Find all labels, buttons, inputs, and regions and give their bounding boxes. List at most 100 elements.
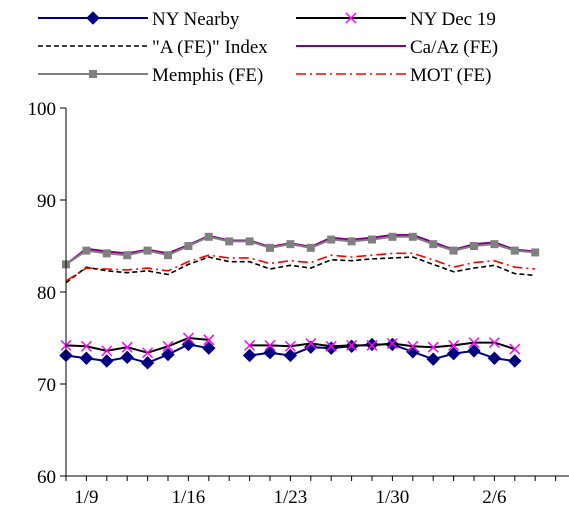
data-point [101,345,113,357]
legend-label: NY Dec 19 [410,9,496,30]
data-point [82,246,91,255]
x-tick-label: 1/23 [274,487,308,508]
data-point [449,246,458,255]
data-point [426,352,440,366]
data-point [121,341,133,353]
marker-x-stroke [366,339,378,351]
marker-x-stroke [142,347,154,359]
marker-x-stroke [203,334,215,346]
data-point [508,354,522,368]
data-point [408,232,417,241]
marker-x-stroke [244,339,256,351]
data-point [490,240,499,249]
legend-label: Ca/Az (FE) [410,37,498,58]
marker-x-stroke [488,337,500,349]
legend-label: NY Nearby [152,9,240,30]
data-point [123,251,132,260]
marker-x-stroke [264,339,276,351]
data-point [120,350,134,365]
data-point [467,344,481,358]
y-tick-label: 60 [37,467,56,488]
legend-label: MOT (FE) [410,65,491,86]
data-point [324,341,338,355]
legend-marker [345,12,357,24]
marker-x-stroke [121,341,133,353]
marker-x-stroke [80,340,92,352]
data-point [263,346,277,360]
x-tick-label: 1/9 [74,487,98,508]
data-point [531,248,540,257]
data-point [202,341,216,355]
marker-x-stroke [448,339,460,351]
legend-marker [89,70,97,78]
y-tick-label: 90 [37,191,56,212]
y-tick-label: 100 [28,99,57,120]
marker-x-stroke [182,332,194,344]
data-point [204,232,213,241]
data-point [244,339,256,351]
legend-label: Memphis (FE) [152,65,263,86]
data-point [161,347,175,362]
marker-x-stroke [162,340,174,352]
legend-item-mot-fe: MOT (FE) [296,65,491,86]
series-line [65,337,209,354]
data-point [470,242,478,250]
x-tick-label: 2/6 [482,487,506,508]
marker-x-stroke [345,12,357,24]
data-point [429,240,438,249]
marker-x-stroke [101,345,113,357]
series-line [65,256,536,284]
data-point [182,332,194,344]
legend-item-ny-nearby: NY Nearby [38,9,240,30]
series-line [249,341,516,350]
marker-x-stroke [386,337,398,350]
data-point [286,240,295,249]
data-point [225,237,234,246]
x-tick-label: 1/16 [172,487,206,508]
data-point [142,347,154,359]
marker-x-stroke [468,337,480,349]
plot-area [59,232,540,370]
legend-item-ca-az-fe: Ca/Az (FE) [296,37,498,58]
data-point [346,339,358,351]
axes: 60 70 80 90 100 1/9 1/16 1/23 1/30 2/6 [28,99,569,508]
data-point [284,340,296,352]
data-point [386,337,398,350]
data-point [242,348,257,363]
series-a-fe-index [65,256,536,284]
series-line [65,235,536,266]
data-point [143,246,152,255]
data-point [80,340,92,352]
data-point [100,354,114,368]
legend-item-memphis-fe: Memphis (FE) [38,65,263,86]
data-point [427,341,439,353]
legend-item-ny-dec-19: NY Dec 19 [296,9,496,30]
data-point [510,246,519,255]
legend-label: "A (FE)" Index [152,37,268,58]
data-point [448,339,460,351]
legend-item-a-fe-index: "A (FE)" Index [38,37,268,58]
data-point [102,249,111,258]
data-point [488,337,500,349]
series-memphis-fe [62,232,540,269]
y-tick-label: 70 [37,375,56,396]
marker-x-stroke [284,340,296,352]
data-point [388,232,397,241]
data-point [366,339,378,351]
data-point [79,351,94,365]
data-point [407,340,419,352]
data-point [468,337,480,349]
data-point [203,334,215,346]
marker-x-stroke [509,343,521,355]
data-point [305,337,317,350]
series-line [65,233,536,266]
legend: NY Nearby NY Dec 19 "A (FE)" Index Ca/Az (F… [38,9,498,86]
marker-x-stroke [427,341,439,353]
series-mot-fe [65,252,536,282]
data-point [266,243,274,252]
data-point [406,345,420,359]
marker-x-stroke [346,339,358,351]
data-point [283,348,298,363]
